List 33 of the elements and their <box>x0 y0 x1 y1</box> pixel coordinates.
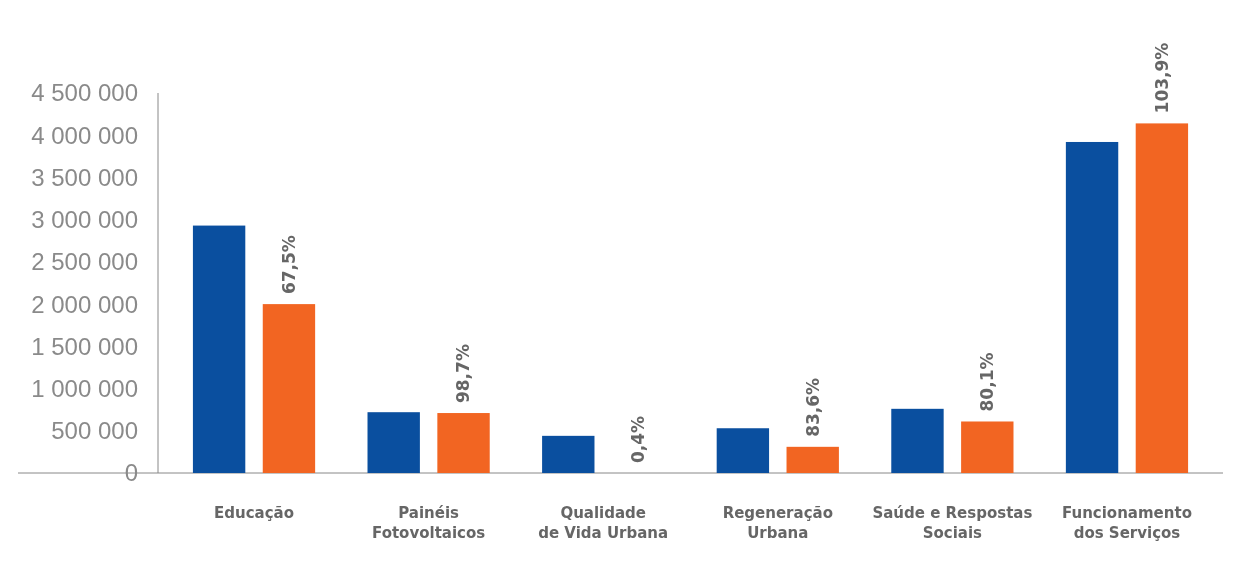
y-tick-label: 2 000 000 <box>31 290 138 318</box>
bar <box>716 428 770 473</box>
bar <box>961 421 1014 473</box>
annotation: 103,9% <box>1151 42 1172 114</box>
y-tick-label: 3 500 000 <box>31 163 138 191</box>
bar <box>437 413 490 473</box>
y-tick-label: 3 000 000 <box>31 206 138 234</box>
bar <box>192 225 246 473</box>
x-tick-label: Qualidade de Vida Urbana <box>538 504 669 542</box>
annotation: 98,7% <box>453 344 474 404</box>
bar <box>1065 141 1119 473</box>
bar <box>262 304 316 473</box>
y-tick-label: 1 500 000 <box>31 332 138 360</box>
x-tick-label: Educação <box>214 504 295 522</box>
annotation: 67,5% <box>278 235 299 295</box>
annotation: 80,1% <box>977 352 998 412</box>
bar <box>1135 123 1189 473</box>
bar <box>367 412 420 473</box>
y-tick-label: 2 500 000 <box>31 248 138 276</box>
y-tick-label: 4 000 000 <box>31 121 138 149</box>
x-tick-label: Funcionamento dos Serviços <box>1061 504 1192 542</box>
annotation: 83,6% <box>802 377 823 437</box>
bar <box>786 446 839 473</box>
bar <box>891 408 944 473</box>
y-tick-label: 1 000 000 <box>31 374 138 402</box>
x-tick-label: Saúde e Respostas Sociais <box>872 504 1033 542</box>
y-tick-label: 0 <box>124 459 138 487</box>
x-tick-label: Painéis Fotovoltaicos <box>372 504 486 542</box>
y-tick-label: 500 000 <box>51 417 138 445</box>
bar <box>542 435 595 473</box>
y-tick-label: 4 500 000 <box>31 79 138 107</box>
annotation: 0,4% <box>628 415 649 463</box>
x-tick-label: Regeneração Urbana <box>722 504 833 542</box>
